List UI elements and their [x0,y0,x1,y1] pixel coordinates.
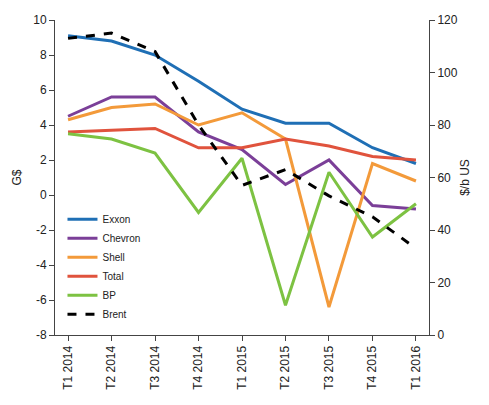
svg-text:Shell: Shell [102,252,124,263]
svg-text:Total: Total [102,271,123,282]
svg-text:60: 60 [437,171,451,185]
svg-text:2: 2 [40,153,47,167]
svg-text:-2: -2 [36,223,47,237]
svg-text:T1 2014: T1 2014 [61,345,75,389]
svg-text:8: 8 [40,48,47,62]
svg-text:-8: -8 [36,328,47,342]
svg-text:T4 2014: T4 2014 [191,345,205,389]
svg-text:$/b US: $/b US [458,159,472,196]
svg-text:T2 2014: T2 2014 [104,345,118,389]
svg-text:10: 10 [33,13,47,27]
svg-text:T1 2016: T1 2016 [409,345,423,389]
svg-text:-6: -6 [36,293,47,307]
svg-text:6: 6 [40,83,47,97]
svg-text:-4: -4 [36,258,47,272]
svg-text:Brent: Brent [102,309,126,320]
svg-text:T2 2015: T2 2015 [278,345,292,389]
svg-text:0: 0 [437,328,444,342]
svg-text:G$: G$ [10,169,24,185]
svg-text:BP: BP [102,290,116,301]
svg-text:4: 4 [40,118,47,132]
svg-text:T1 2015: T1 2015 [235,345,249,389]
svg-text:T4 2015: T4 2015 [365,345,379,389]
svg-text:120: 120 [437,13,457,27]
svg-text:20: 20 [437,276,451,290]
svg-text:Chevron: Chevron [102,233,140,244]
svg-text:T3 2014: T3 2014 [148,345,162,389]
svg-text:40: 40 [437,223,451,237]
svg-text:T3 2015: T3 2015 [322,345,336,389]
svg-text:Exxon: Exxon [102,214,130,225]
svg-text:0: 0 [40,188,47,202]
svg-text:80: 80 [437,118,451,132]
svg-text:100: 100 [437,66,457,80]
